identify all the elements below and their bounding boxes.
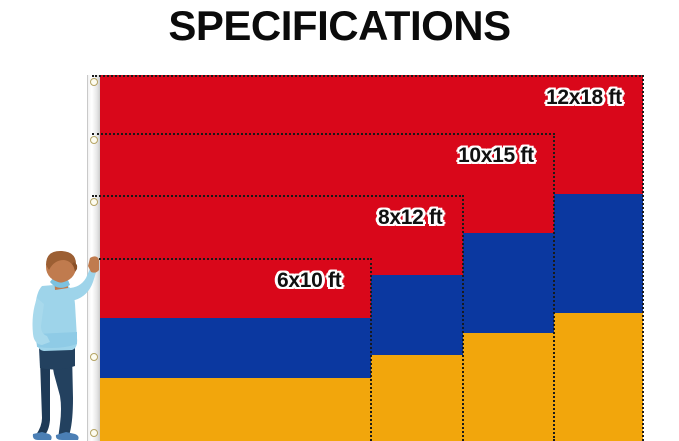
grommet-2 [90,136,98,144]
person-hip [39,346,75,370]
size-label-12x18: 12x18 ft [546,86,622,109]
size-label-8x12: 8x12 ft [378,206,443,229]
person-hand [88,256,99,273]
person-arm-raised [68,264,98,300]
flag-band-orange-6x10 [99,378,371,441]
person-back-leg [36,356,50,439]
person-hair [46,250,76,270]
flag-band-red-6x10 [99,258,371,318]
grommet-3 [90,198,98,206]
grommet-5 [90,353,98,361]
page-title: SPECIFICATIONS [168,2,511,49]
person-hair-shade [72,262,78,272]
size-label-6x10: 6x10 ft [277,269,342,292]
flag-band-blue-6x10 [99,318,371,378]
grommet-6 [90,429,98,437]
person-shoe-front [55,432,79,440]
person-arm-back [32,298,50,345]
person-for-scale [32,250,99,440]
flag-size-comparison-chart: 12x18 ft 10x15 ft 8x12 ft 6x10 ft [87,75,644,441]
person-front-leg [50,352,73,439]
flag-step-6x10 [99,258,371,441]
size-label-10x15: 10x15 ft [458,144,534,167]
person-shoe-back [32,432,52,440]
grommet-1 [90,78,98,86]
